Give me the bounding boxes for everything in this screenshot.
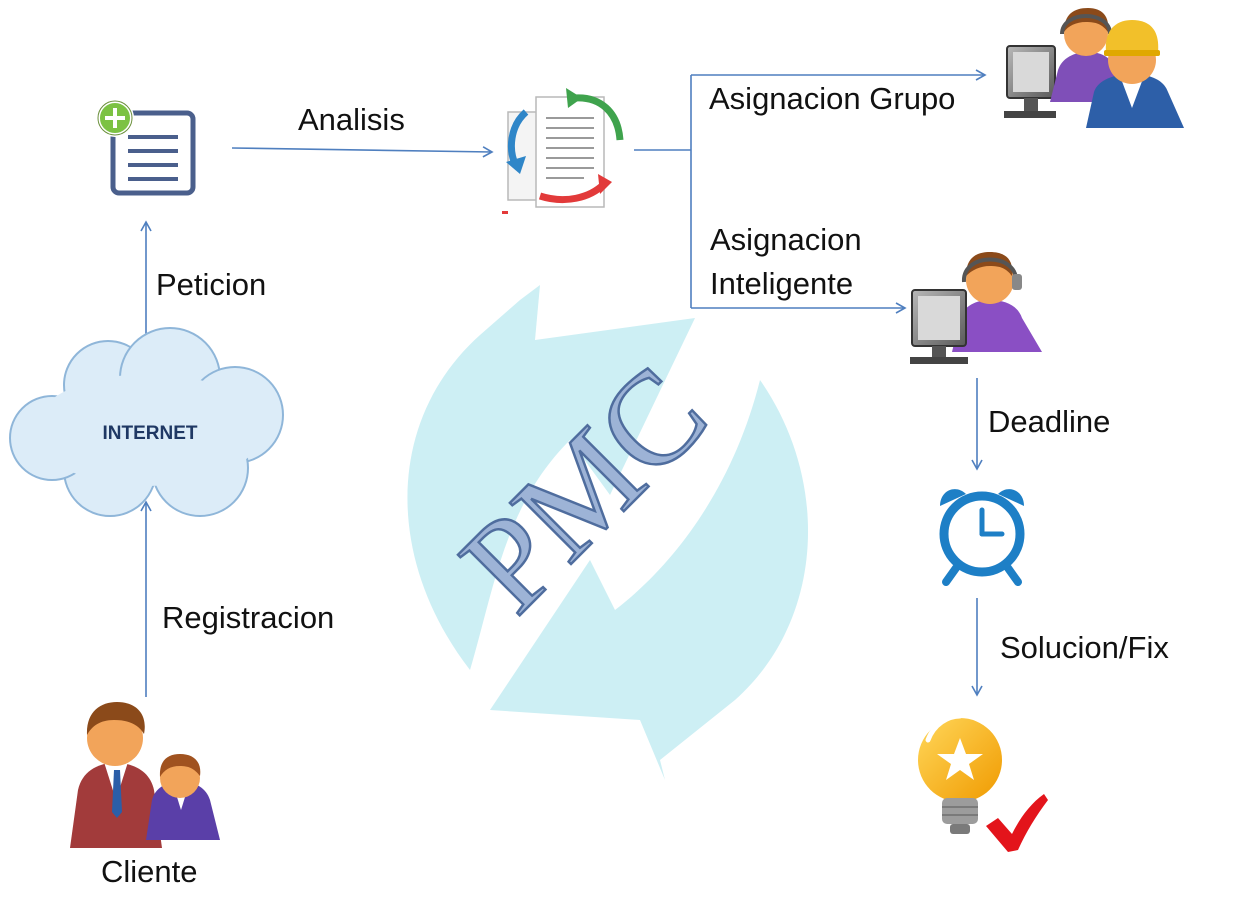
label-request: Peticion [156,267,267,302]
agent-headset-icon [910,252,1042,364]
new-document-icon [96,99,196,196]
label-solution: Solucion/Fix [1000,630,1169,665]
documents-sync-icon [502,88,624,214]
label-deadline: Deadline [988,404,1111,439]
cycle-arrows-icon [407,285,809,780]
label-smart-assignment-line2: Inteligente [710,266,854,301]
internet-cloud-icon [9,327,284,517]
label-smart-assignment-line1: Asignacion [710,222,862,257]
arrow-analysis [231,146,494,158]
client-people-icon [70,702,220,848]
lightbulb-star-icon [918,713,1002,834]
internet-label: INTERNET [103,423,198,444]
label-registration: Registracion [162,600,335,635]
label-client: Cliente [101,854,198,889]
label-group-assignment: Asignacion Grupo [709,81,956,116]
checkmark-icon [986,794,1048,852]
connectors [140,69,987,697]
alarm-clock-icon [939,489,1025,586]
group-agents-icon [1004,8,1184,128]
label-analysis: Analisis [298,102,405,137]
